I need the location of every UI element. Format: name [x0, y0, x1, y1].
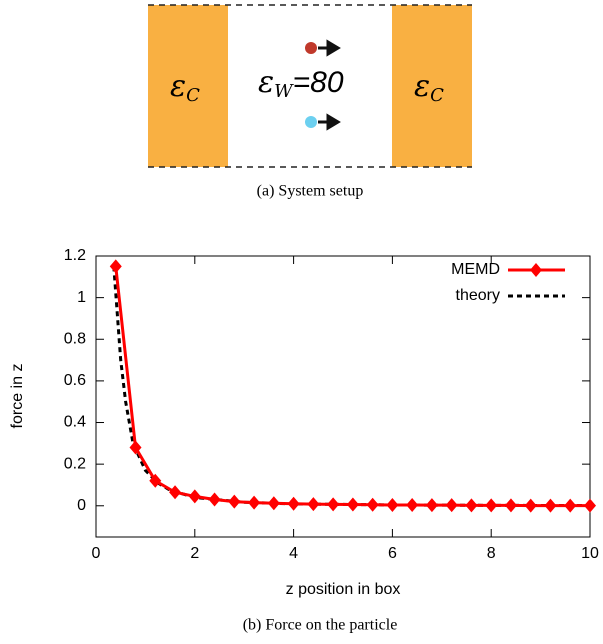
- marker: [129, 440, 142, 455]
- x-tick-label: 4: [289, 545, 298, 562]
- marker: [346, 497, 359, 512]
- subscript: W: [274, 81, 294, 102]
- marker: [366, 497, 379, 512]
- marker: [248, 495, 261, 510]
- plot-frame: [95, 255, 591, 538]
- setup-diagram: εC εW=80 εC (a) System setup: [148, 4, 472, 200]
- left-label: εC: [170, 69, 200, 106]
- y-tick-label: 0: [77, 497, 86, 514]
- marker: [524, 498, 537, 513]
- left-region: [148, 5, 228, 167]
- y-tick-label: 0.8: [64, 330, 86, 347]
- x-tick-label: 8: [487, 545, 496, 562]
- x-tick-label: 0: [92, 545, 101, 562]
- right-region: [392, 5, 472, 167]
- legend-label: theory: [456, 287, 500, 304]
- marker: [109, 259, 122, 274]
- marker: [386, 497, 399, 512]
- marker: [327, 497, 340, 512]
- marker: [307, 497, 320, 512]
- subscript: C: [186, 85, 200, 106]
- arrow: [318, 39, 341, 57]
- series-line: [114, 266, 590, 508]
- y-tick-label: 0.6: [64, 372, 86, 389]
- y-axis-label: force in z: [9, 364, 26, 429]
- marker: [564, 498, 577, 513]
- right-label: εC: [414, 69, 444, 106]
- marker: [208, 492, 221, 507]
- legend-marker: [530, 263, 542, 277]
- symbol: ε: [414, 69, 430, 104]
- x-tick-label: 10: [581, 545, 599, 562]
- subscript: C: [430, 85, 444, 106]
- marker: [267, 496, 280, 511]
- marker: [504, 498, 517, 513]
- caption: (b) Force on the particle: [243, 617, 398, 634]
- particle-negative: [305, 116, 317, 128]
- marker: [425, 498, 438, 513]
- marker: [228, 494, 241, 509]
- x-axis-label: z position in box: [286, 581, 401, 598]
- y-tick-label: 1.2: [64, 247, 86, 264]
- arrow: [318, 113, 341, 131]
- caption: (a) System setup: [257, 183, 364, 200]
- series-line: [112, 266, 591, 508]
- middle-label: εW=80: [258, 65, 344, 102]
- marker: [584, 498, 596, 513]
- marker: [188, 489, 201, 504]
- marker: [544, 498, 557, 513]
- legend-label: MEMD: [451, 261, 500, 278]
- marker: [406, 497, 419, 512]
- marker: [169, 485, 182, 500]
- marker: [149, 473, 162, 488]
- y-tick-label: 1: [77, 289, 86, 306]
- marker: [465, 498, 478, 513]
- particle-positive: [305, 42, 317, 54]
- y-tick-label: 0.2: [64, 455, 86, 472]
- symbol: ε: [170, 69, 186, 104]
- x-tick-label: 6: [388, 545, 397, 562]
- marker: [485, 498, 498, 513]
- y-tick-label: 0.4: [64, 414, 86, 431]
- marker: [445, 498, 458, 513]
- value: =80: [293, 66, 344, 99]
- symbol: ε: [258, 65, 274, 100]
- x-tick-label: 2: [190, 545, 199, 562]
- marker: [287, 496, 300, 511]
